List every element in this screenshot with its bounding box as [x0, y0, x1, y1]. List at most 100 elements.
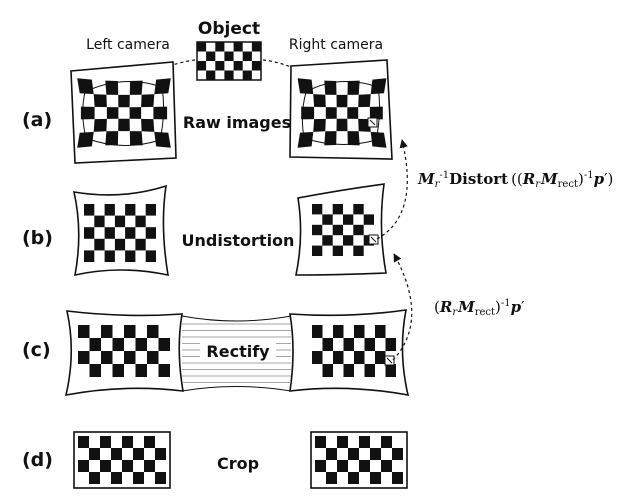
checker-square — [347, 107, 359, 119]
checker-square — [348, 472, 359, 484]
checker-square — [77, 131, 94, 148]
checker-square — [343, 338, 354, 351]
checker-square — [333, 325, 344, 338]
checker-square — [89, 364, 101, 377]
checker-square — [129, 80, 143, 95]
checker-square — [313, 118, 326, 132]
checker-square — [125, 250, 136, 262]
checker-square — [84, 250, 95, 262]
undistort-right-pixel-marker-tick — [370, 236, 377, 243]
rectify-band-bottom-edge — [181, 386, 292, 392]
checker-square — [144, 460, 155, 472]
checker-square — [158, 338, 170, 351]
checker-square — [80, 106, 95, 120]
checker-square — [336, 118, 348, 132]
checker-square — [347, 80, 360, 95]
checker-square — [100, 436, 111, 448]
checker-square — [233, 61, 243, 71]
checker-square — [233, 42, 243, 52]
rectify-right-checkerboard — [312, 325, 396, 377]
checker-square — [112, 364, 124, 377]
lower-mapping-formula: (RrMrect)-1p′ — [434, 298, 525, 318]
raw-images-caption: Raw images — [183, 113, 291, 132]
crop-left-checkerboard — [78, 436, 166, 484]
checker-square — [104, 204, 115, 216]
row-a-letter: (a) — [22, 109, 52, 131]
checker-square — [111, 448, 122, 460]
raw-right-image-frame — [289, 59, 393, 160]
checker-square — [370, 131, 387, 148]
checker-square — [135, 238, 146, 251]
checker-square — [242, 51, 252, 61]
checker-square — [135, 338, 147, 351]
checker-square — [343, 364, 354, 377]
checker-square — [251, 61, 261, 71]
checker-square — [363, 214, 374, 225]
checker-square — [129, 107, 142, 119]
checker-square — [153, 106, 168, 120]
checker-square — [129, 131, 143, 146]
raw-left-checkerboard — [77, 78, 171, 148]
object-label: Object — [198, 19, 260, 39]
checker-square — [215, 61, 225, 71]
checker-square — [93, 118, 107, 132]
checker-square — [322, 235, 333, 246]
checker-square — [124, 325, 136, 338]
checker-square — [297, 131, 314, 148]
checker-square — [381, 460, 392, 472]
checker-square — [78, 325, 90, 338]
checker-square — [155, 472, 166, 484]
checker-square — [315, 460, 326, 472]
checker-square — [392, 448, 403, 460]
checker-square — [125, 227, 136, 239]
checker-square — [332, 204, 343, 215]
undistort-right-checkerboard — [312, 204, 374, 256]
rectify-right-image-frame — [289, 309, 410, 397]
checker-square — [147, 325, 159, 338]
checker-square — [145, 250, 156, 262]
checker-square — [322, 338, 333, 351]
checker-square — [381, 436, 392, 448]
checker-square — [135, 364, 147, 377]
checker-square — [145, 227, 156, 239]
row-d-letter: (d) — [22, 449, 53, 471]
undistort-left-checkerboard — [84, 204, 156, 262]
checker-square — [89, 338, 101, 351]
row-c-letter: (c) — [22, 339, 51, 361]
checker-square — [312, 204, 323, 215]
checker-square — [385, 338, 396, 351]
checker-square — [358, 94, 371, 108]
checker-square — [135, 215, 146, 228]
checker-square — [78, 460, 89, 472]
right-camera-label: Right camera — [289, 37, 383, 53]
checker-square — [133, 472, 144, 484]
checker-square — [101, 351, 113, 364]
checker-square — [106, 107, 119, 119]
checker-square — [215, 42, 225, 52]
checker-square — [251, 42, 261, 52]
checker-square — [364, 338, 375, 351]
undistortion-caption: Undistortion — [182, 231, 295, 250]
checker-square — [89, 472, 100, 484]
checker-square — [242, 70, 252, 80]
checker-square — [353, 204, 364, 215]
checker-square — [93, 94, 107, 108]
checker-square — [353, 224, 364, 236]
checker-square — [144, 436, 155, 448]
checker-square — [333, 351, 344, 364]
checker-square — [125, 204, 136, 216]
rectify-caption: Rectify — [206, 342, 270, 361]
checker-square — [347, 131, 360, 146]
checker-square — [375, 325, 386, 338]
checker-square — [133, 448, 144, 460]
rectify-right-pixel-marker-tick — [386, 357, 393, 364]
rectify-caption-backdrop — [200, 340, 276, 362]
checker-square — [343, 235, 354, 246]
undistort-left-image-frame — [72, 184, 169, 277]
checker-square — [84, 227, 95, 239]
checker-square — [301, 106, 315, 120]
checker-square — [337, 460, 348, 472]
checker-square — [155, 448, 166, 460]
checker-square — [369, 106, 383, 120]
